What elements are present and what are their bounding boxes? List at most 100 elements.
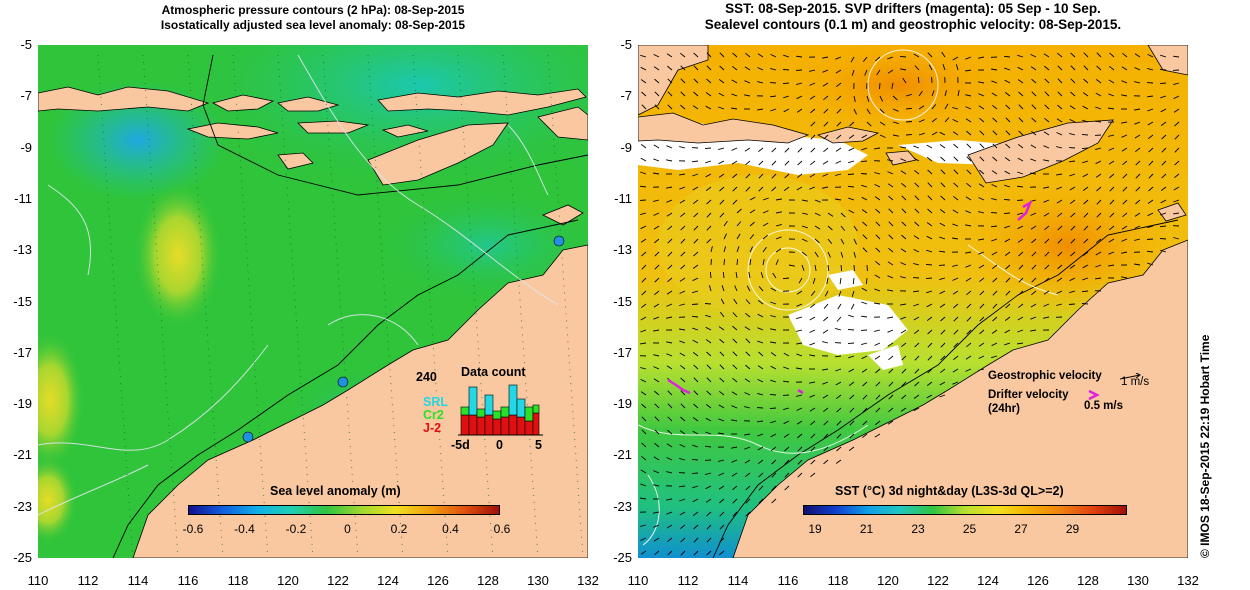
velocity-arrow <box>875 407 881 413</box>
velocity-arrow <box>745 498 751 504</box>
velocity-arrow <box>827 225 833 231</box>
velocity-arrow <box>953 342 959 348</box>
velocity-arrow <box>823 95 829 101</box>
velocity-arrow <box>1069 132 1076 136</box>
lat-tick-left: -25 <box>13 550 32 565</box>
velocity-arrow <box>1005 143 1011 149</box>
velocity-arrow <box>1030 303 1037 308</box>
velocity-arrow <box>1004 316 1011 321</box>
velocity-arrow <box>991 68 998 71</box>
data-count-title: Data count <box>461 365 526 379</box>
velocity-arrow <box>913 316 920 321</box>
velocity-arrow <box>762 222 769 227</box>
velocity-arrow <box>1160 186 1167 191</box>
velocity-arrow <box>838 290 842 297</box>
velocity-arrow <box>693 212 699 218</box>
velocity-arrow <box>1044 117 1050 123</box>
lat-tick-right: -5 <box>620 37 632 52</box>
velocity-arrow <box>823 459 829 465</box>
velocity-arrow <box>944 103 949 110</box>
velocity-arrow <box>732 351 738 357</box>
velocity-arrow <box>810 108 816 114</box>
velocity-arrow <box>835 56 842 60</box>
velocity-arrow <box>1030 172 1037 175</box>
velocity-arrow <box>827 264 830 272</box>
velocity-arrow <box>1081 290 1089 293</box>
velocity-arrow <box>679 352 686 357</box>
velocity-arrow <box>719 338 725 344</box>
velocity-arrow <box>1017 171 1024 175</box>
velocity-arrow <box>874 342 881 346</box>
velocity-arrow <box>1160 108 1167 113</box>
velocity-arrow <box>691 303 699 305</box>
velocity-arrow <box>900 68 907 71</box>
velocity-arrow <box>796 367 803 370</box>
velocity-arrow <box>1017 238 1024 243</box>
velocity-arrow <box>1108 79 1115 84</box>
velocity-arrow <box>640 316 647 321</box>
velocity-arrow <box>758 286 764 292</box>
velocity-arrow <box>874 147 881 150</box>
velocity-arrow <box>653 316 660 320</box>
velocity-arrow <box>864 69 868 76</box>
velocity-arrow <box>731 405 738 409</box>
data-count-inset: Data count 240 SRL Cr2 J-2 -5d 0 5 <box>416 365 583 490</box>
velocity-arrow <box>653 66 660 71</box>
velocity-arrow <box>666 511 673 515</box>
velocity-arrow <box>918 105 925 110</box>
velocity-arrow <box>783 407 790 411</box>
velocity-arrow <box>1057 65 1063 71</box>
velocity-arrow <box>865 277 868 285</box>
velocity-arrow <box>822 173 829 177</box>
velocity-arrow <box>822 56 829 59</box>
inset-tick-5: 5 <box>535 438 542 452</box>
geostrophic-arrows <box>639 51 1180 556</box>
lat-tick-left: -23 <box>13 498 32 514</box>
velocity-arrow <box>991 238 998 242</box>
velocity-arrow <box>1121 121 1128 124</box>
drifter-velocity-value: 0.5 m/s <box>1084 400 1123 412</box>
lat-tick-right: -17 <box>613 344 632 360</box>
velocity-arrow <box>706 212 712 218</box>
velocity-arrow <box>1005 104 1011 110</box>
velocity-arrow <box>1017 316 1024 321</box>
velocity-arrow <box>1173 199 1180 203</box>
velocity-arrow <box>705 186 712 191</box>
velocity-arrow <box>731 472 738 477</box>
velocity-arrow <box>731 93 738 97</box>
velocity-arrow <box>1109 199 1115 205</box>
velocity-arrow <box>1044 104 1050 110</box>
velocity-arrow <box>914 208 920 214</box>
velocity-arrow <box>966 130 972 136</box>
velocity-arrow <box>927 169 933 175</box>
velocity-arrow <box>653 484 660 487</box>
velocity-arrow <box>641 455 647 461</box>
velocity-arrow <box>887 316 894 319</box>
lon-tick-right: 114 <box>727 573 749 588</box>
velocity-arrow <box>705 339 712 344</box>
velocity-arrow <box>840 251 844 258</box>
velocity-arrow <box>770 315 777 318</box>
velocity-arrow <box>991 170 998 175</box>
velocity-arrow <box>952 237 959 240</box>
velocity-arrow <box>835 355 842 358</box>
velocity-arrow <box>836 420 842 426</box>
velocity-arrow <box>784 446 790 452</box>
velocity-arrow <box>888 208 894 214</box>
velocity-arrow <box>835 173 842 176</box>
velocity-arrow <box>691 472 699 475</box>
velocity-arrow <box>1096 199 1102 205</box>
velocity-arrow <box>722 271 725 279</box>
velocity-arrow <box>953 169 959 175</box>
velocity-arrow <box>874 172 881 175</box>
lon-tick-left: 114 <box>127 573 149 588</box>
velocity-arrow <box>810 446 816 452</box>
left-title-line2: Isostatically adjusted sea level anomaly… <box>160 18 466 32</box>
lat-tick-left: -21 <box>13 447 32 463</box>
velocity-arrow <box>966 182 972 188</box>
velocity-arrow <box>1069 118 1076 123</box>
velocity-arrow <box>1043 53 1050 58</box>
velocity-arrow <box>991 183 998 188</box>
velocity-arrow <box>679 430 686 435</box>
velocity-arrow <box>745 299 751 305</box>
